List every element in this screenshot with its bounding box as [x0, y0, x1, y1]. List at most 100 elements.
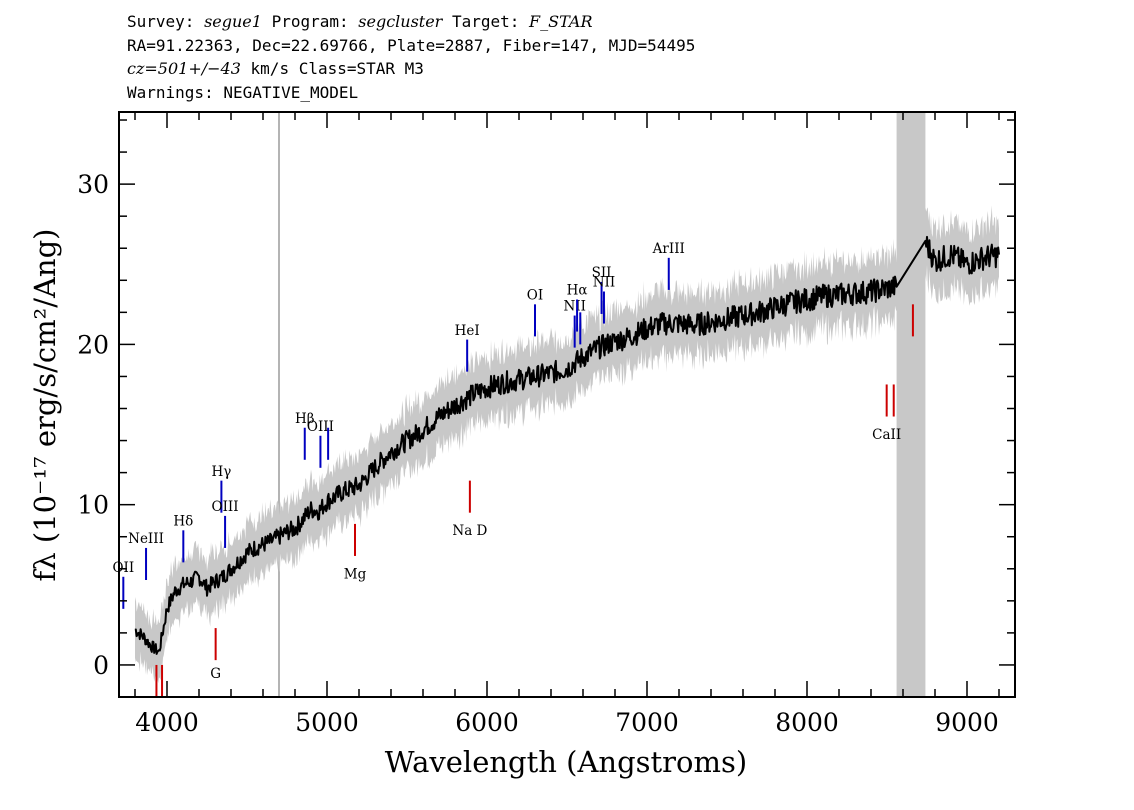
flux-data-point [390, 451, 392, 453]
x-tick-label: 5000 [295, 708, 359, 737]
flux-data-point [550, 372, 552, 374]
survey-value: segue1 [204, 12, 262, 31]
flux-data-point [254, 547, 256, 549]
flux-data-point [502, 382, 504, 384]
absorption-line-label: Mg [344, 566, 367, 582]
emission-line-label: Hγ [211, 464, 231, 480]
flux-data-point [678, 323, 680, 325]
flux-data-point [982, 257, 984, 259]
flux-data-point [646, 327, 648, 329]
flux-data-point [870, 291, 872, 293]
x-axis-label: Wavelength (Angstroms) [385, 745, 747, 779]
flux-data-point [278, 536, 280, 538]
absorption-line-label: Na D [452, 523, 487, 539]
header-line-1: Survey: segue1 Program: segcluster Targe… [127, 10, 695, 34]
flux-data-point [206, 587, 208, 589]
emission-line-label: Hα [567, 283, 588, 299]
flux-data-point [924, 241, 926, 243]
flux-data-point [158, 651, 160, 653]
spectral-lines-layer: OIINeIIIHδHγOIIIHβOIIIHeIOINIIHαSIINIIAr… [112, 241, 914, 697]
flux-data-point [896, 286, 898, 288]
emission-line-label: NeIII [128, 531, 164, 547]
x-tick-label: 8000 [775, 708, 839, 737]
flux-data-point [950, 254, 952, 256]
error-envelope [135, 205, 999, 684]
emission-line-label: OI [527, 288, 543, 304]
flux-data-point [406, 440, 408, 442]
flux-data-point [134, 629, 136, 631]
flux-data-point [966, 263, 968, 265]
x-tick-label: 4000 [135, 708, 199, 737]
flux-data-point [534, 375, 536, 377]
emission-line-label: SII [592, 265, 612, 281]
y-tick-label: 30 [77, 170, 109, 199]
header-line-4: Warnings: NEGATIVE_MODEL [127, 82, 359, 102]
flux-data-point [174, 590, 176, 592]
emission-line-label: Hβ [295, 411, 315, 427]
survey-label: Survey: [127, 12, 205, 31]
flux-data-point [598, 347, 600, 349]
flux-data-point [758, 311, 760, 313]
emission-line-label: NII [593, 275, 615, 291]
class-text: km/s Class=STAR M3 [240, 59, 424, 78]
flux-data-point [310, 508, 312, 510]
flux-data-point [486, 387, 488, 389]
flux-data-point [470, 395, 472, 397]
error-band-layer [135, 205, 999, 684]
plot-frame [118, 111, 1016, 698]
flux-data-point [774, 307, 776, 309]
flux-layer [134, 235, 1000, 655]
flux-data-point [270, 541, 272, 543]
flux-data-point [838, 294, 840, 296]
masked-band-layer [896, 112, 926, 697]
y-tick-label: 20 [77, 330, 109, 359]
absorption-line-label: CaII [872, 427, 901, 443]
y-axis-label: fλ (10⁻¹⁷ erg/s/cm²/Ang) [28, 229, 62, 582]
x-tick-label: 7000 [615, 708, 679, 737]
flux-data-point [358, 484, 360, 486]
emission-line-label: OIII [212, 499, 239, 515]
flux-data-point [630, 335, 632, 337]
y-tick-label: 10 [77, 491, 109, 520]
flux-data-point [342, 491, 344, 493]
flux-data-point [822, 295, 824, 297]
flux-data-point [422, 428, 424, 430]
emission-line-label: OIII [307, 419, 334, 435]
flux-series-line [134, 235, 1000, 655]
flux-data-point [230, 568, 232, 570]
absorption-line-label: G [210, 666, 221, 682]
flux-data-point [198, 576, 200, 578]
flux-data-point [694, 324, 696, 326]
emission-line-label: OII [112, 560, 134, 576]
flux-data-point [214, 581, 216, 583]
redshift-value: cz=501+/−43 [127, 59, 241, 78]
emission-line-label: Hδ [173, 514, 193, 530]
emission-line-label: NII [563, 299, 585, 315]
flux-data-point [854, 292, 856, 294]
axes-layer: 4000 5000 6000 7000 8000 9000 0 10 20 30 [77, 111, 1016, 737]
flux-data-point [326, 500, 328, 502]
flux-data-point [454, 404, 456, 406]
target-value: F_STAR [529, 12, 593, 31]
spectrum-header: Survey: segue1 Program: segcluster Targe… [127, 10, 695, 104]
flux-data-point [806, 299, 808, 301]
flux-data-point [190, 581, 192, 583]
flux-data-point [742, 315, 744, 317]
flux-data-point [142, 635, 144, 637]
flux-data-point [166, 608, 168, 610]
emission-line-label: ArIII [652, 241, 685, 257]
flux-data-point [374, 467, 376, 469]
program-label: Program: [261, 12, 359, 31]
masked-band [896, 112, 926, 697]
flux-data-point [662, 323, 664, 325]
flux-data-point [998, 254, 1000, 256]
flux-data-point [222, 576, 224, 578]
flux-data-point [262, 544, 264, 546]
header-line-3: cz=501+/−43 km/s Class=STAR M3 [127, 57, 695, 81]
flux-data-point [726, 318, 728, 320]
flux-data-point [286, 531, 288, 533]
flux-data-point [566, 367, 568, 369]
y-tick-label: 0 [93, 651, 109, 680]
flux-data-point [710, 321, 712, 323]
